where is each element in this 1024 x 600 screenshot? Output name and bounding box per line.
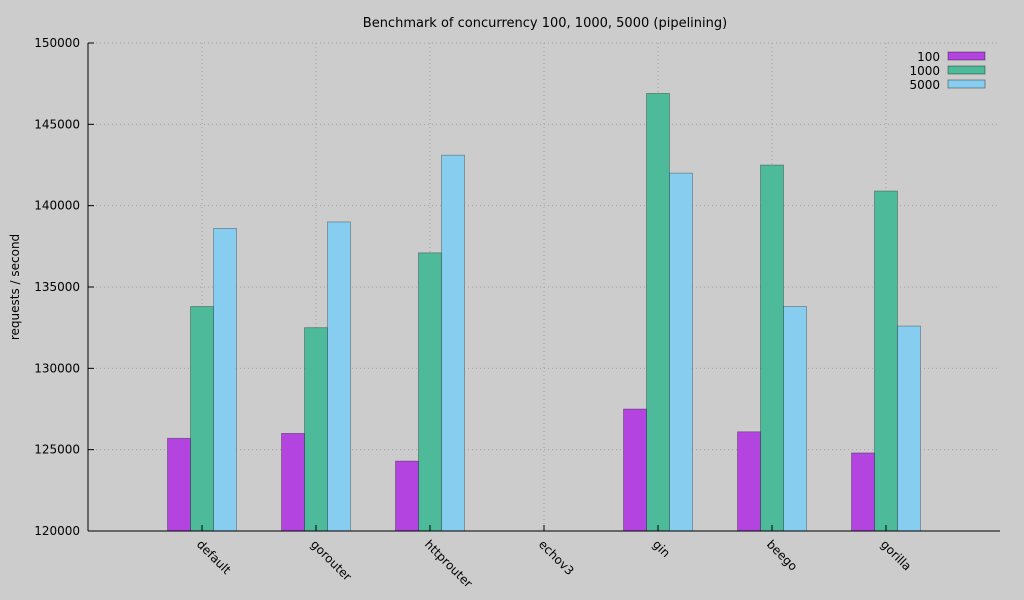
chart-title: Benchmark of concurrency 100, 1000, 5000… — [363, 16, 727, 31]
axes — [87, 42, 1000, 532]
bar-gorouter-1000 — [304, 327, 328, 532]
grid-lines — [88, 42, 1000, 531]
legend-label-100: 100 — [917, 50, 940, 64]
legend-label-5000: 5000 — [909, 78, 940, 92]
y-tick-labels: 120000 125000 130000 135000 140000 145000 1500… — [34, 36, 80, 538]
legend-swatch-1000 — [947, 65, 986, 75]
x-tick-label: echov3 — [536, 537, 577, 578]
x-tick-label: beego — [764, 537, 800, 573]
bar-default-1000 — [190, 306, 214, 532]
y-axis-label: requests / second — [8, 234, 22, 340]
bar-gorilla-100 — [851, 452, 875, 532]
bar-gin-5000 — [669, 172, 693, 532]
x-tick-labels: default gorouter httprouter echov3 gin beego g… — [194, 537, 914, 590]
y-tick-label: 125000 — [34, 443, 80, 457]
x-tick-label: gorilla — [878, 537, 914, 573]
bar-default-5000 — [213, 228, 237, 532]
y-tick-label: 130000 — [34, 361, 80, 375]
bar-httprouter-5000 — [441, 154, 465, 532]
bar-gin-100 — [623, 408, 647, 532]
x-tick-label: default — [194, 537, 234, 577]
y-tick-label: 145000 — [34, 117, 80, 131]
bar-series — [167, 93, 921, 532]
y-tick-label: 135000 — [34, 280, 80, 294]
bar-default-100 — [167, 437, 191, 532]
legend-label-1000: 1000 — [909, 64, 940, 78]
bar-beego-5000 — [783, 306, 807, 532]
legend-swatch-100 — [947, 51, 986, 61]
bar-beego-1000 — [760, 164, 784, 532]
x-tick-label: gin — [650, 537, 673, 560]
bar-gorouter-5000 — [327, 221, 351, 532]
y-tick-label: 140000 — [34, 199, 80, 213]
bar-gorilla-5000 — [897, 325, 921, 532]
bar-httprouter-1000 — [418, 252, 442, 532]
bar-gorouter-100 — [281, 432, 305, 532]
bar-gorilla-1000 — [874, 190, 898, 532]
bar-beego-100 — [737, 431, 761, 532]
y-tick-label: 120000 — [34, 524, 80, 538]
x-tick-label: gorouter — [308, 537, 354, 583]
y-tick-label: 150000 — [34, 36, 80, 50]
x-tick-label: httprouter — [422, 537, 475, 590]
legend-swatch-5000 — [947, 79, 986, 89]
bar-httprouter-100 — [395, 460, 419, 532]
bar-gin-1000 — [646, 93, 670, 532]
